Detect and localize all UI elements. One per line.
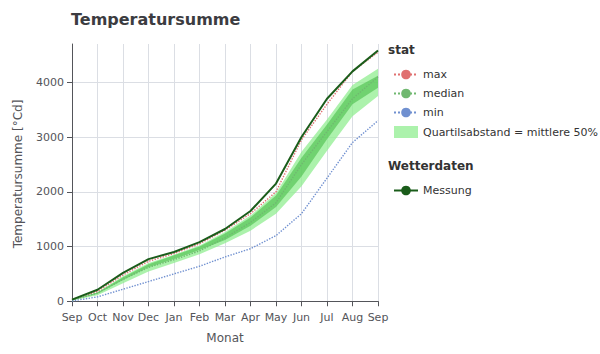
svg-text:Jul: Jul bbox=[319, 311, 333, 324]
svg-text:May: May bbox=[265, 311, 288, 324]
svg-text:min: min bbox=[423, 106, 444, 119]
svg-text:Temperatursumme: Temperatursumme bbox=[71, 10, 240, 29]
svg-text:max: max bbox=[423, 68, 447, 81]
svg-text:Aug: Aug bbox=[342, 311, 363, 324]
svg-text:median: median bbox=[423, 87, 464, 100]
svg-text:4000: 4000 bbox=[36, 76, 64, 89]
svg-text:Oct: Oct bbox=[88, 311, 108, 324]
svg-text:Jan: Jan bbox=[165, 311, 183, 324]
svg-text:Sep: Sep bbox=[368, 311, 389, 324]
svg-text:Mar: Mar bbox=[215, 311, 236, 324]
svg-text:Feb: Feb bbox=[190, 311, 209, 324]
svg-text:Quartilsabstand = mittlere 50%: Quartilsabstand = mittlere 50% bbox=[423, 126, 598, 139]
svg-text:Monat: Monat bbox=[206, 331, 244, 345]
svg-text:Temperatursumme [°Cd]: Temperatursumme [°Cd] bbox=[11, 100, 25, 250]
svg-text:stat: stat bbox=[388, 43, 415, 57]
svg-text:3000: 3000 bbox=[36, 131, 64, 144]
svg-text:2000: 2000 bbox=[36, 185, 64, 198]
svg-text:Sep: Sep bbox=[62, 311, 83, 324]
svg-text:0: 0 bbox=[57, 295, 64, 308]
svg-text:Wetterdaten: Wetterdaten bbox=[388, 159, 474, 173]
svg-text:Messung: Messung bbox=[423, 184, 472, 197]
svg-text:Jun: Jun bbox=[292, 311, 310, 324]
svg-text:Nov: Nov bbox=[112, 311, 134, 324]
svg-text:Dec: Dec bbox=[138, 311, 159, 324]
svg-text:1000: 1000 bbox=[36, 240, 64, 253]
svg-text:Apr: Apr bbox=[241, 311, 261, 324]
